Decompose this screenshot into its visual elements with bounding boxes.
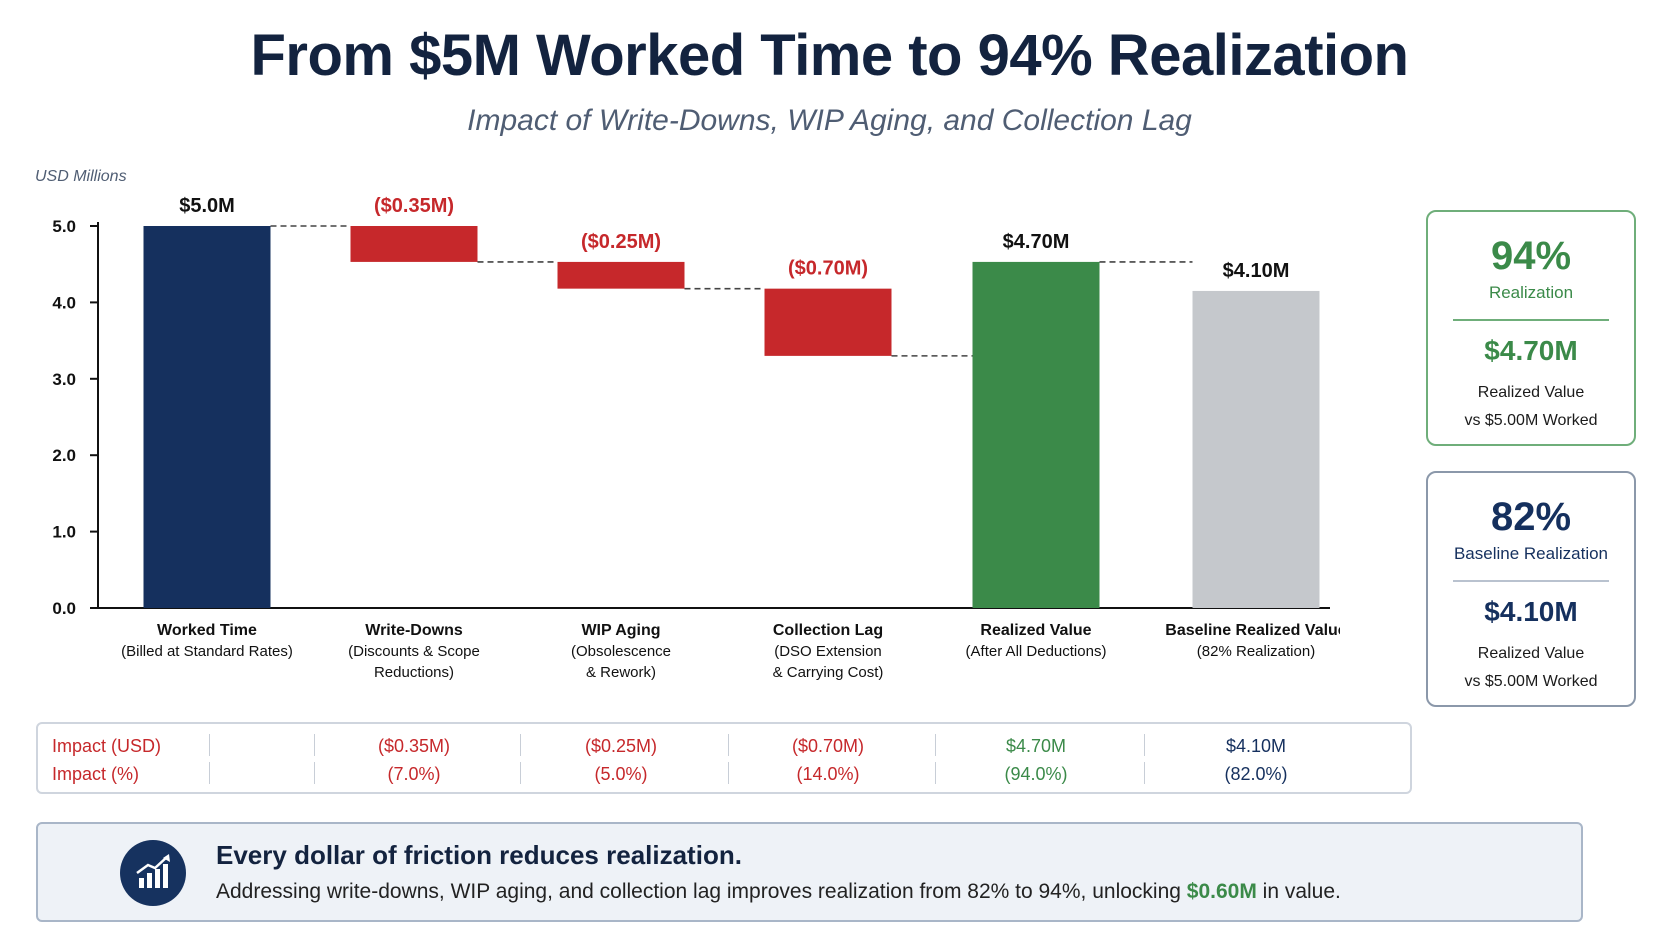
impact-separator [728,734,729,756]
bar-chart-growth-icon [120,840,186,906]
impact-pct-cell: (14.0%) [796,764,860,784]
impact-pct-label: Impact (%) [52,764,140,784]
impact-pct-cell: (7.0%) [387,764,441,784]
kpi-baseline-value-compare: vs $5.00M Worked [1464,673,1598,690]
kpi-baseline-percent: 82% [1490,495,1572,539]
kpi-divider [1453,580,1609,582]
x-category-label: Realized Value [980,622,1091,639]
impact-separator [314,762,315,784]
x-category-label: & Rework) [586,664,656,681]
y-tick-label: 0.0 [52,599,76,618]
bar-1 [350,226,478,262]
impact-separator [1144,762,1145,784]
x-category-label: Worked Time [157,622,257,639]
kpi-realized-value-label: Realized Value [1477,384,1585,401]
x-category-label: Baseline Realized Value [1165,622,1340,639]
x-category-label: (Billed at Standard Rates) [121,643,293,660]
x-category-label: WIP Aging [581,622,660,639]
bar-4 [972,261,1100,608]
x-category-label: (DSO Extension [774,643,882,660]
bar-value-label: $4.70M [1003,231,1070,253]
bar-value-label: ($0.70M) [788,258,868,280]
callout-highlight-value: $0.60M [1186,880,1257,903]
kpi-realization-label: Realization [1488,283,1574,302]
bar-value-label: $5.0M [179,195,235,217]
bar-3 [764,288,892,356]
y-tick-label: 1.0 [52,523,76,542]
x-category-label: (Obsolescence [571,643,671,660]
bar-value-label: ($0.35M) [374,195,454,217]
impact-usd-cell: ($0.35M) [377,736,451,756]
bar-0 [143,226,271,608]
impact-separator [1144,734,1145,756]
impact-separator [314,734,315,756]
callout-text-start: Addressing write-downs, WIP aging, and c… [216,880,1187,903]
impact-usd-cell: $4.10M [1225,736,1287,756]
kpi-baseline-value-label: Realized Value [1477,645,1585,662]
y-axis-label: USD Millions [35,168,127,185]
callout-title: Every dollar of friction reduces realiza… [216,840,742,870]
callout-text-end: in value. [1256,880,1341,903]
impact-usd-cell: $4.70M [1005,736,1067,756]
y-tick-label: 5.0 [52,217,76,236]
kpi-realized-value-compare: vs $5.00M Worked [1464,412,1598,429]
impact-usd-cell: ($0.70M) [791,736,865,756]
kpi-realization-percent: 94% [1490,234,1572,278]
kpi-realized-value: $4.70M [1484,335,1578,366]
kpi-baseline-label: Baseline Realization [1453,544,1609,563]
insight-callout: Every dollar of friction reduces realiza… [36,822,1583,922]
impact-separator [520,762,521,784]
impact-usd-label: Impact (USD) [52,736,162,756]
x-category-label: (82% Realization) [1197,643,1315,660]
impact-separator [728,762,729,784]
y-tick-label: 3.0 [52,370,76,389]
bar-value-label: $4.10M [1223,260,1290,282]
x-category-label: Collection Lag [773,622,883,639]
kpi-divider [1453,319,1609,321]
impact-separator [520,734,521,756]
impact-separator [209,762,210,784]
x-category-label: (After All Deductions) [966,643,1107,660]
callout-text: Addressing write-downs, WIP aging, and c… [216,880,1341,904]
x-category-label: Reductions) [374,664,454,681]
x-category-label: (Discounts & Scope [348,643,480,660]
bar-value-label: ($0.25M) [581,231,661,253]
x-category-label: & Carrying Cost) [773,664,884,681]
impact-pct-cell: (94.0%) [1004,764,1068,784]
page-title: From $5M Worked Time to 94% Realization [250,23,1409,88]
page-subtitle: Impact of Write-Downs, WIP Aging, and Co… [467,104,1192,137]
impact-separator [935,734,936,756]
impact-separator [209,734,210,756]
bar-2 [557,261,685,289]
kpi-card-baseline: 82% Baseline Realization $4.10M Realized… [1426,471,1636,707]
kpi-baseline-value: $4.10M [1484,596,1578,627]
impact-pct-cell: (82.0%) [1224,764,1288,784]
impact-pct-cell: (5.0%) [594,764,648,784]
impact-separator [935,762,936,784]
kpi-card-realization: 94% Realization $4.70M Realized Value vs… [1426,210,1636,446]
impact-table: Impact (USD) Impact (%) ($0.35M) (7.0%) ($… [36,722,1412,794]
waterfall-chart: USD Millions 0.0 1.0 2.0 3.0 4.0 5.0 $5.0M Worke… [35,168,1340,681]
x-category-label: Write-Downs [365,622,463,639]
y-tick-label: 4.0 [52,293,76,312]
bar-5 [1192,290,1320,608]
y-tick-label: 2.0 [52,446,76,465]
impact-usd-cell: ($0.25M) [584,736,658,756]
